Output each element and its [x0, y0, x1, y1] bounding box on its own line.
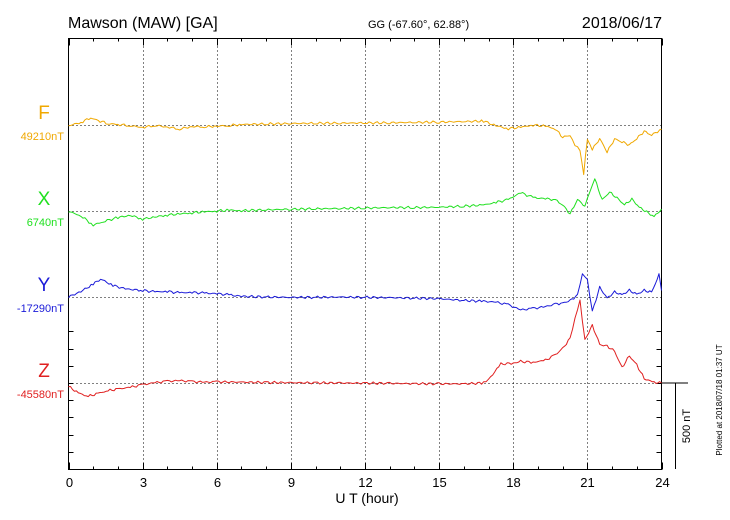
baseline-label-f: 49210nT	[21, 131, 65, 143]
series-lines	[68, 117, 662, 398]
x-tick-label-21: 21	[580, 475, 594, 490]
x-tick-label-15: 15	[432, 475, 446, 490]
x-tick-label-3: 3	[140, 475, 147, 490]
x-tick-label-24: 24	[655, 475, 669, 490]
scale-bar-label: 500 nT	[681, 409, 693, 444]
geographic-coordinates: GG (-67.60°, 62.88°)	[368, 19, 469, 31]
y-tick-marks	[68, 331, 662, 470]
plot-date: 2018/06/17	[582, 15, 662, 32]
series-name-z: Z	[38, 361, 50, 382]
x-tick-label-6: 6	[214, 475, 221, 490]
x-tick-label-9: 9	[288, 475, 295, 490]
series-line-f	[68, 117, 662, 176]
series-name-x: X	[38, 189, 51, 210]
x-tick-marks	[69, 38, 663, 470]
baseline-label-y: -17290nT	[17, 303, 64, 315]
x-tick-label-0: 0	[66, 475, 73, 490]
plotted-timestamp: Plotted at 2018/07/18 01:37 UT	[715, 344, 724, 455]
series-name-f: F	[38, 103, 50, 124]
series-line-y	[68, 273, 662, 312]
station-title: Mawson (MAW) [GA]	[68, 15, 218, 32]
series-labels: F 49210nT X 6740nT Y -17290nT Z -45580nT	[17, 103, 64, 401]
series-name-y: Y	[38, 275, 51, 296]
series-line-x	[68, 178, 662, 227]
baseline-label-z: -45580nT	[17, 389, 64, 401]
baseline-label-x: 6740nT	[27, 217, 65, 229]
x-tick-label-12: 12	[358, 475, 372, 490]
x-tick-label-18: 18	[506, 475, 520, 490]
x-axis-label: U T (hour)	[335, 490, 398, 506]
series-line-z	[68, 299, 662, 398]
vertical-grid	[143, 38, 588, 470]
x-tick-labels: 0 3 6 9 12 15 18 21 24	[66, 475, 670, 490]
